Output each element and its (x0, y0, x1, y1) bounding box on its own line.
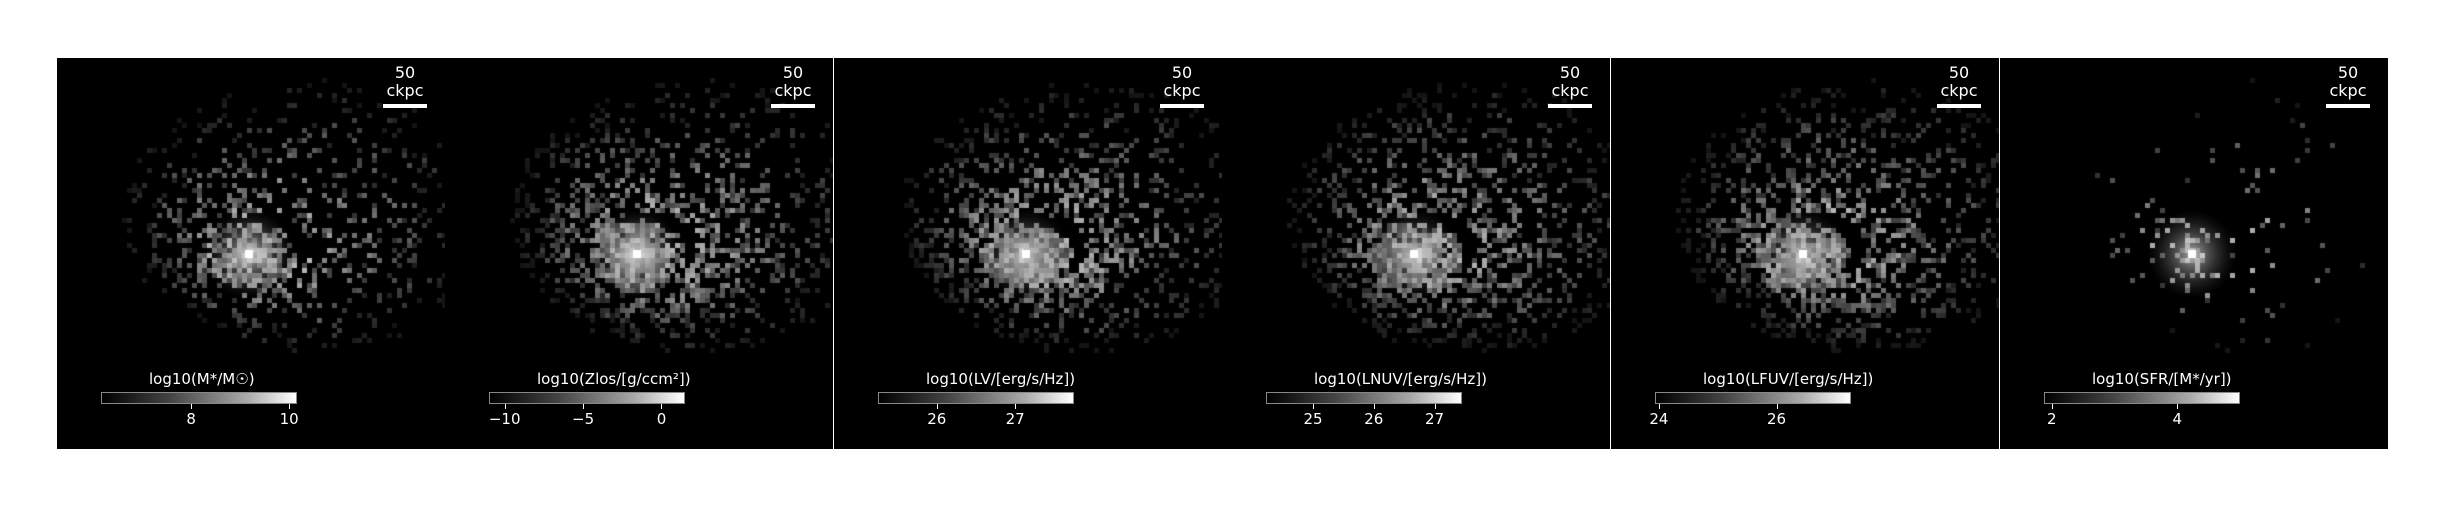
scale-bar-label: 50 ckpc (1163, 63, 1201, 100)
galaxy-map-2 (445, 58, 833, 449)
scale-bar-label: 50 ckpc (386, 63, 424, 100)
colorbar-tick (583, 404, 585, 409)
colorbar (2044, 392, 2240, 404)
colorbar-tick (1313, 404, 1315, 409)
colorbar-tick (1015, 404, 1017, 409)
scale-bar-label: 50 ckpc (1551, 63, 1589, 100)
scale-bar-label: 50 ckpc (1940, 63, 1978, 100)
colorbar-title: log10(Zlos/[g/ccm²]) (537, 370, 691, 388)
scale-bar-line (771, 104, 815, 108)
scale-bar-line (2326, 104, 2370, 108)
colorbar-tick-label: 0 (656, 410, 667, 428)
colorbar-tick (289, 404, 291, 409)
galaxy-map-1 (57, 58, 445, 449)
colorbar-tick-label: 24 (1649, 410, 1669, 428)
scale-bar: 50 ckpc (383, 64, 427, 108)
colorbar-tick-label: 25 (1303, 410, 1323, 428)
colorbar-tick-label: 26 (927, 410, 947, 428)
galaxy-map-3 (834, 58, 1222, 449)
scale-bar: 50 ckpc (1937, 64, 1981, 108)
colorbar-title: log10(SFR/[M*/yr]) (2092, 370, 2232, 388)
galaxy-map-4 (1222, 58, 1610, 449)
scale-bar: 50 ckpc (2326, 64, 2370, 108)
colorbar-title: log10(LFUV/[erg/s/Hz]) (1703, 370, 1874, 388)
colorbar-tick (2051, 404, 2053, 409)
map-panel-2: 50 ckpc log10(Zlos/[g/ccm²]) −10 −5 0 (445, 58, 833, 449)
colorbar-title: log10(LNUV/[erg/s/Hz]) (1314, 370, 1487, 388)
map-panel-5: 50 ckpc log10(LFUV/[erg/s/Hz]) 24 26 (1611, 58, 1999, 449)
colorbar-title: log10(LV/[erg/s/Hz]) (926, 370, 1076, 388)
scale-bar-line (1937, 104, 1981, 108)
colorbar-tick (1434, 404, 1436, 409)
colorbar (489, 392, 685, 404)
colorbar (1266, 392, 1462, 404)
scale-bar-line (1548, 104, 1592, 108)
galaxy-map-5 (1611, 58, 1999, 449)
colorbar (101, 392, 297, 404)
galaxy-map-6 (2000, 58, 2388, 449)
scale-bar: 50 ckpc (1548, 64, 1592, 108)
colorbar-title: log10(M*/M☉) (149, 370, 255, 388)
colorbar-tick (661, 404, 663, 409)
map-panel-4: 50 ckpc log10(LNUV/[erg/s/Hz]) 25 26 27 (1222, 58, 1610, 449)
colorbar-tick-label: 27 (1005, 410, 1025, 428)
colorbar-tick (191, 404, 193, 409)
scale-bar-label: 50 ckpc (2329, 63, 2367, 100)
colorbar-tick (936, 404, 938, 409)
colorbar-tick-label: 10 (279, 410, 299, 428)
colorbar-tick (1776, 404, 1778, 409)
scale-bar: 50 ckpc (1160, 64, 1204, 108)
scale-bar: 50 ckpc (771, 64, 815, 108)
colorbar-tick (504, 404, 506, 409)
colorbar-tick (1373, 404, 1375, 409)
map-panel-3: 50 ckpc log10(LV/[erg/s/Hz]) 26 27 (834, 58, 1222, 449)
colorbar-tick (1658, 404, 1660, 409)
scale-bar-label: 50 ckpc (774, 63, 812, 100)
scale-bar-line (1160, 104, 1204, 108)
colorbar-tick-label: 27 (1425, 410, 1445, 428)
colorbar-tick-label: 26 (1766, 410, 1787, 428)
colorbar (878, 392, 1074, 404)
map-panel-6: 50 ckpc log10(SFR/[M*/yr]) 2 4 (2000, 58, 2388, 449)
colorbar-tick-label: 26 (1364, 410, 1384, 428)
scale-bar-line (383, 104, 427, 108)
map-panel-1: 50 ckpc log10(M*/M☉) 8 10 (57, 58, 445, 449)
colorbar-tick (2177, 404, 2179, 409)
colorbar-tick-label: −5 (572, 410, 595, 428)
colorbar-tick-label: 2 (2047, 410, 2057, 428)
colorbar-tick-label: 4 (2172, 410, 2183, 428)
colorbar-tick-label: −10 (488, 410, 521, 428)
colorbar-tick-label: 8 (186, 410, 196, 428)
colorbar (1655, 392, 1851, 404)
